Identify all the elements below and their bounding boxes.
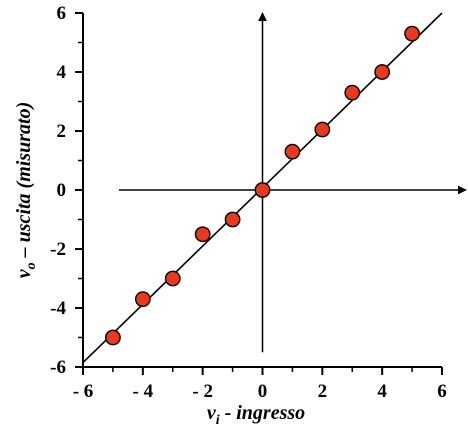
data-point xyxy=(224,211,241,228)
x-tick-label: - 4 xyxy=(133,381,154,402)
data-point xyxy=(134,291,151,308)
y-tick-label: -2 xyxy=(50,239,66,260)
data-point xyxy=(164,270,181,287)
x-tick-label: 0 xyxy=(258,381,268,402)
data-point xyxy=(374,64,391,80)
data-point xyxy=(284,143,301,160)
y-tick-label: -4 xyxy=(50,298,66,319)
x-axis-title: vi - ingresso xyxy=(207,402,305,428)
data-point xyxy=(194,226,211,243)
y-tick-label: 0 xyxy=(57,180,67,201)
data-point xyxy=(254,182,271,198)
x-tick-label: - 2 xyxy=(192,381,213,402)
y-tick-label: 6 xyxy=(57,3,67,24)
y-tick-label: -6 xyxy=(50,357,66,378)
x-tick-label: 4 xyxy=(377,381,387,402)
data-point xyxy=(314,121,331,138)
data-point xyxy=(105,329,121,346)
x-tick-label: 2 xyxy=(318,381,328,402)
x-tick-label: 6 xyxy=(437,381,447,402)
y-tick-label: 2 xyxy=(57,121,67,142)
y-axis-title: vo – uscita (misurato) xyxy=(13,102,39,278)
x-tick-label: - 6 xyxy=(73,381,94,402)
data-point xyxy=(344,84,361,101)
y-tick-label: 4 xyxy=(57,62,67,83)
data-point xyxy=(404,25,420,42)
